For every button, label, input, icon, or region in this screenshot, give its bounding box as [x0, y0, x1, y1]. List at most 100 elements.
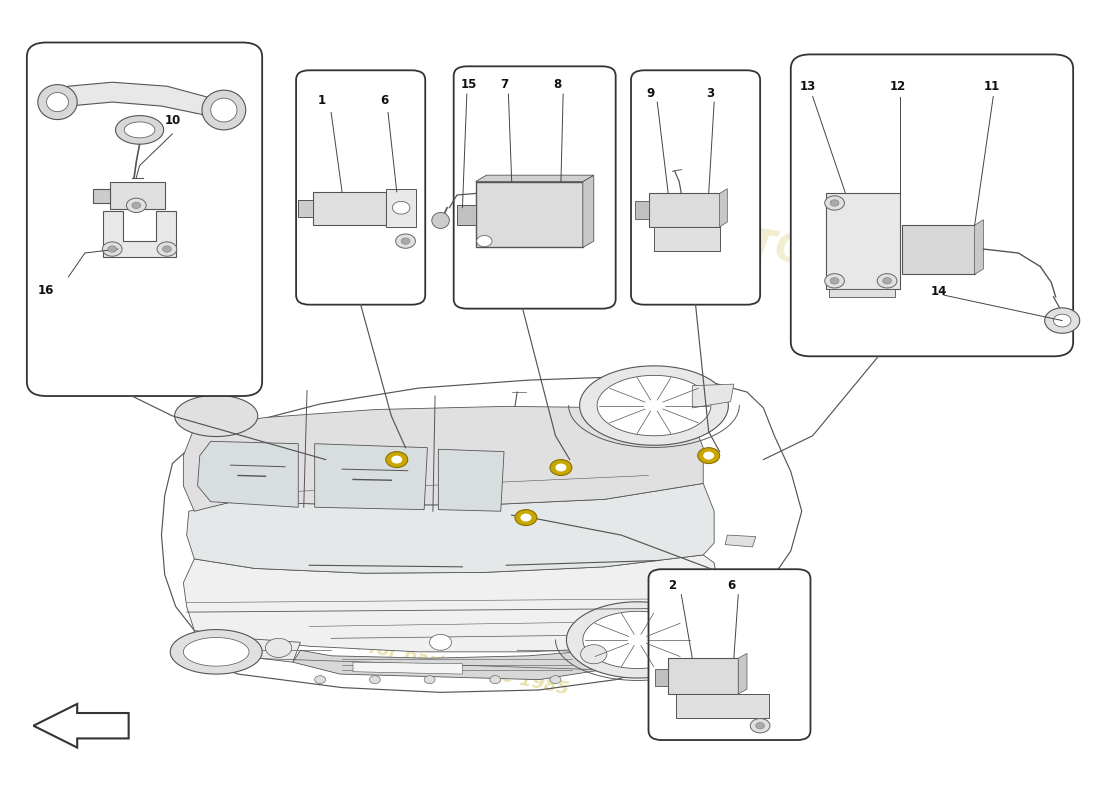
Circle shape [386, 452, 408, 467]
Text: 16: 16 [37, 284, 54, 298]
Polygon shape [719, 189, 727, 227]
Polygon shape [238, 638, 300, 662]
Polygon shape [1045, 308, 1080, 334]
Polygon shape [756, 722, 764, 729]
Circle shape [556, 463, 566, 471]
FancyBboxPatch shape [296, 70, 426, 305]
Text: 8: 8 [553, 78, 561, 90]
Polygon shape [132, 202, 141, 209]
Polygon shape [103, 211, 176, 257]
Polygon shape [668, 658, 738, 694]
Polygon shape [826, 194, 900, 289]
Polygon shape [108, 246, 117, 252]
Polygon shape [92, 190, 110, 203]
Text: 1985: 1985 [796, 314, 873, 342]
Polygon shape [654, 227, 719, 250]
Text: 11: 11 [983, 80, 1000, 93]
Polygon shape [124, 122, 155, 138]
Polygon shape [750, 718, 770, 733]
FancyBboxPatch shape [631, 70, 760, 305]
Polygon shape [184, 638, 249, 666]
Circle shape [697, 448, 719, 463]
Polygon shape [211, 98, 236, 122]
Polygon shape [187, 483, 714, 573]
Text: 13: 13 [800, 80, 816, 93]
FancyArrow shape [33, 704, 129, 747]
Text: 2uTOSPARES: 2uTOSPARES [693, 218, 977, 295]
Text: 12: 12 [889, 80, 905, 93]
Polygon shape [184, 555, 719, 652]
Polygon shape [725, 535, 756, 547]
Polygon shape [293, 650, 647, 680]
Polygon shape [396, 234, 416, 248]
Polygon shape [116, 115, 164, 144]
FancyBboxPatch shape [26, 42, 262, 396]
Circle shape [550, 676, 561, 684]
FancyBboxPatch shape [649, 570, 811, 740]
Polygon shape [170, 630, 262, 674]
Polygon shape [102, 242, 122, 256]
Polygon shape [610, 634, 703, 669]
Polygon shape [432, 213, 449, 228]
Text: 3: 3 [706, 86, 715, 99]
Circle shape [581, 645, 607, 664]
Polygon shape [975, 220, 983, 274]
Polygon shape [439, 450, 504, 511]
Polygon shape [402, 238, 410, 244]
Polygon shape [649, 194, 719, 227]
Text: 10: 10 [165, 114, 182, 126]
Polygon shape [353, 662, 462, 674]
Polygon shape [163, 246, 172, 252]
Polygon shape [198, 442, 298, 507]
Circle shape [515, 510, 537, 526]
Text: a passion for parts since 1985: a passion for parts since 1985 [267, 618, 570, 699]
Polygon shape [583, 175, 594, 247]
Polygon shape [110, 182, 165, 210]
Polygon shape [636, 202, 649, 219]
Polygon shape [41, 82, 238, 120]
Polygon shape [37, 85, 77, 119]
Polygon shape [738, 654, 747, 694]
Polygon shape [46, 93, 68, 112]
Polygon shape [475, 182, 583, 247]
Polygon shape [580, 366, 728, 446]
Polygon shape [475, 175, 594, 182]
Circle shape [520, 514, 531, 522]
Polygon shape [830, 200, 839, 206]
Text: 1: 1 [318, 94, 326, 107]
Circle shape [703, 452, 714, 459]
Polygon shape [175, 395, 257, 437]
Polygon shape [829, 289, 894, 297]
Polygon shape [902, 226, 975, 274]
Polygon shape [157, 242, 177, 256]
Circle shape [430, 634, 451, 650]
Circle shape [425, 676, 436, 684]
Circle shape [370, 676, 381, 684]
Polygon shape [675, 694, 769, 718]
Circle shape [490, 676, 500, 684]
Text: 14: 14 [931, 285, 947, 298]
Text: 2: 2 [668, 579, 676, 592]
Polygon shape [202, 90, 245, 130]
Polygon shape [825, 274, 845, 288]
Text: 7: 7 [500, 78, 509, 90]
Circle shape [550, 459, 572, 475]
Polygon shape [692, 384, 734, 408]
Polygon shape [393, 202, 410, 214]
Circle shape [265, 638, 292, 658]
Circle shape [315, 676, 326, 684]
Text: 6: 6 [727, 579, 736, 592]
Polygon shape [1054, 314, 1071, 327]
Text: 6: 6 [381, 94, 388, 107]
FancyBboxPatch shape [791, 54, 1074, 356]
Polygon shape [456, 206, 475, 226]
Polygon shape [830, 278, 839, 284]
Polygon shape [126, 198, 146, 213]
Text: 9: 9 [647, 86, 654, 99]
FancyBboxPatch shape [453, 66, 616, 309]
Polygon shape [656, 669, 668, 686]
Polygon shape [566, 602, 708, 678]
Polygon shape [315, 444, 428, 510]
Polygon shape [312, 192, 386, 226]
Polygon shape [476, 235, 492, 246]
